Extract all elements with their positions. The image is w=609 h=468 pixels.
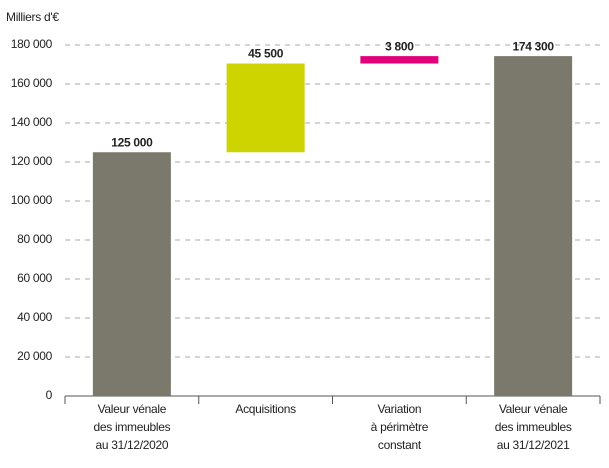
x-tick-label: Valeur vénale des immeubles au 31/12/202…: [494, 402, 572, 452]
x-tick-label: Acquisitions: [235, 402, 296, 416]
x-tick-label: Valeur vénale des immeubles au 31/12/202…: [93, 402, 171, 452]
y-tick-label: 0: [46, 388, 53, 402]
y-tick-label: 180 000: [11, 37, 53, 51]
y-tick-label: 140 000: [11, 115, 53, 129]
value-label: 45 500: [248, 47, 284, 61]
y-tick-label: 60 000: [17, 271, 53, 285]
bar: [360, 56, 439, 64]
x-tick-label: Variation à périmètre constant: [370, 402, 429, 452]
bar: [494, 56, 573, 397]
value-label: 174 300: [512, 39, 554, 53]
bar: [92, 152, 171, 396]
y-axis-label: Milliers d'€: [6, 10, 59, 24]
value-label: 3 800: [385, 39, 414, 53]
bar: [226, 63, 305, 153]
y-tick-label: 120 000: [11, 154, 53, 168]
y-tick-label: 80 000: [17, 232, 53, 246]
y-tick-label: 160 000: [11, 76, 53, 90]
y-tick-label: 40 000: [17, 310, 53, 324]
y-tick-label: 100 000: [11, 193, 53, 207]
value-label: 125 000: [111, 135, 153, 149]
y-tick-label: 20 000: [17, 349, 53, 363]
